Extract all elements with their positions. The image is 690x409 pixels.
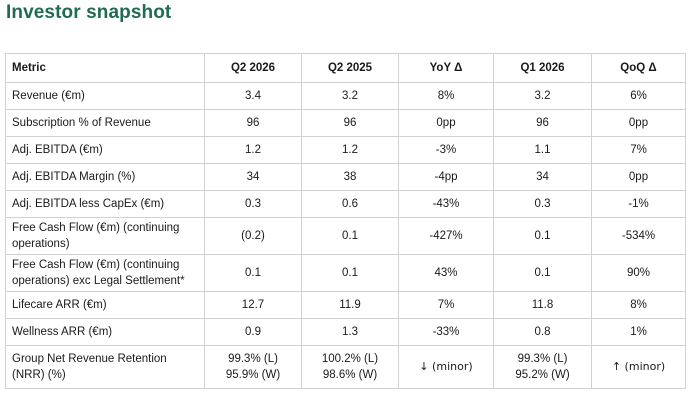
metric-cell: Adj. EBITDA (€m): [5, 136, 205, 164]
qoq-trend-text: ↑ (minor): [611, 360, 666, 373]
q1-2026-cell: 11.8: [493, 291, 592, 319]
q2-2025-cell: 100.2% (L) 98.6% (W): [301, 345, 399, 389]
q2-2026-cell: 0.9: [204, 318, 302, 346]
q2-2026-cell: 0.1: [204, 254, 302, 292]
q1-2026-cell: 0.1: [493, 217, 592, 255]
qoq-cell: 0pp: [591, 109, 686, 137]
yoy-trend-text: ↓ (minor): [419, 360, 473, 373]
q2-2025-cell: 0.1: [301, 217, 399, 255]
header-q2-2026: Q2 2026: [204, 53, 302, 83]
q2-2025-cell: 38: [301, 163, 399, 191]
table-row: Wellness ARR (€m) 0.9 1.3 -33% 0.8 1%: [5, 318, 686, 346]
metric-cell: Group Net Revenue Retention (NRR) (%): [5, 345, 205, 389]
table-row-nrr: Group Net Revenue Retention (NRR) (%) 99…: [5, 345, 686, 389]
table-row: Revenue (€m) 3.4 3.2 8% 3.2 6%: [5, 82, 686, 110]
q2-2026-cell: 3.4: [204, 82, 302, 110]
metric-cell: Lifecare ARR (€m): [5, 291, 205, 319]
metric-cell: Free Cash Flow (€m) (continuing operatio…: [5, 217, 205, 255]
q1-2026-cell: 96: [493, 109, 592, 137]
metric-cell: Adj. EBITDA less CapEx (€m): [5, 190, 205, 218]
header-q1-2026: Q1 2026: [493, 53, 592, 83]
q2-2025-cell: 11.9: [301, 291, 399, 319]
table-row: Free Cash Flow (€m) (continuing operatio…: [5, 254, 686, 292]
qoq-cell: 90%: [591, 254, 686, 292]
metric-cell: Subscription % of Revenue: [5, 109, 205, 137]
yoy-cell: ↓ (minor): [398, 345, 494, 389]
header-metric: Metric: [5, 53, 205, 83]
nrr-lifecare-value: 99.3% (L): [517, 353, 568, 365]
yoy-cell: 43%: [398, 254, 494, 292]
q2-2026-cell: 96: [204, 109, 302, 137]
q1-2026-cell: 3.2: [493, 82, 592, 110]
qoq-cell: 1%: [591, 318, 686, 346]
qoq-cell: 8%: [591, 291, 686, 319]
q2-2026-cell: 1.2: [204, 136, 302, 164]
yoy-cell: 7%: [398, 291, 494, 319]
table-row: Adj. EBITDA (€m) 1.2 1.2 -3% 1.1 7%: [5, 136, 686, 164]
nrr-lifecare-value: 100.2% (L): [321, 353, 379, 365]
header-yoy: YoY Δ: [398, 53, 494, 83]
q2-2026-cell: (0.2): [204, 217, 302, 255]
q2-2026-cell: 12.7: [204, 291, 302, 319]
q1-2026-cell: 34: [493, 163, 592, 191]
table-header-row: Metric Q2 2026 Q2 2025 YoY Δ Q1 2026 QoQ…: [5, 53, 686, 83]
q2-2026-cell: 34: [204, 163, 302, 191]
qoq-cell: 0pp: [591, 163, 686, 191]
q1-2026-cell: 0.3: [493, 190, 592, 218]
yoy-cell: -33%: [398, 318, 494, 346]
q2-2025-cell: 0.6: [301, 190, 399, 218]
yoy-cell: -3%: [398, 136, 494, 164]
qoq-cell: ↑ (minor): [591, 345, 686, 389]
nrr-wellness-value: 98.6% (W): [322, 369, 378, 381]
metric-cell: Revenue (€m): [5, 82, 205, 110]
yoy-cell: -43%: [398, 190, 494, 218]
header-q2-2025: Q2 2025: [301, 53, 399, 83]
q2-2025-cell: 1.3: [301, 318, 399, 346]
q2-2026-cell: 0.3: [204, 190, 302, 218]
investor-snapshot-table: Metric Q2 2026 Q2 2025 YoY Δ Q1 2026 QoQ…: [5, 53, 686, 389]
qoq-cell: -534%: [591, 217, 686, 255]
table-row: Subscription % of Revenue 96 96 0pp 96 0…: [5, 109, 686, 137]
yoy-cell: 0pp: [398, 109, 494, 137]
table-row: Adj. EBITDA Margin (%) 34 38 -4pp 34 0pp: [5, 163, 686, 191]
qoq-cell: 6%: [591, 82, 686, 110]
q2-2025-cell: 1.2: [301, 136, 399, 164]
q1-2026-cell: 0.8: [493, 318, 592, 346]
qoq-cell: 7%: [591, 136, 686, 164]
yoy-cell: -427%: [398, 217, 494, 255]
metric-cell: Adj. EBITDA Margin (%): [5, 163, 205, 191]
nrr-lifecare-value: 99.3% (L): [228, 353, 278, 365]
table-row: Adj. EBITDA less CapEx (€m) 0.3 0.6 -43%…: [5, 190, 686, 218]
table-row: Free Cash Flow (€m) (continuing operatio…: [5, 217, 686, 255]
q1-2026-cell: 99.3% (L) 95.2% (W): [493, 345, 592, 389]
nrr-wellness-value: 95.2% (W): [515, 369, 570, 381]
q1-2026-cell: 0.1: [493, 254, 592, 292]
yoy-cell: -4pp: [398, 163, 494, 191]
q2-2025-cell: 96: [301, 109, 399, 137]
q2-2026-cell: 99.3% (L) 95.9% (W): [204, 345, 302, 389]
qoq-cell: -1%: [591, 190, 686, 218]
metric-cell: Free Cash Flow (€m) (continuing operatio…: [5, 254, 205, 292]
q1-2026-cell: 1.1: [493, 136, 592, 164]
q2-2025-cell: 3.2: [301, 82, 399, 110]
yoy-cell: 8%: [398, 82, 494, 110]
nrr-wellness-value: 95.9% (W): [225, 369, 281, 381]
page-title: Investor snapshot: [6, 2, 172, 23]
table-row: Lifecare ARR (€m) 12.7 11.9 7% 11.8 8%: [5, 291, 686, 319]
q2-2025-cell: 0.1: [301, 254, 399, 292]
metric-cell: Wellness ARR (€m): [5, 318, 205, 346]
header-qoq: QoQ Δ: [591, 53, 686, 83]
